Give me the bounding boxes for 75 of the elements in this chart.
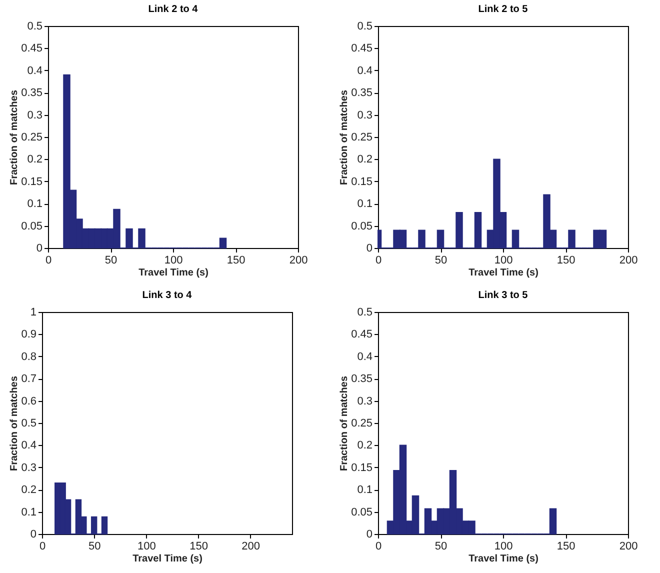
x-tick-label: 200 — [619, 254, 638, 266]
x-tick-label: 0 — [375, 254, 382, 266]
chart-title: Link 3 to 5 — [478, 290, 528, 301]
y-tick-label: 0 — [36, 242, 42, 254]
y-tick-label: 0.1 — [357, 198, 372, 210]
x-axis-title: Travel Time (s) — [138, 268, 208, 278]
y-tick-label: 0.4 — [21, 440, 36, 452]
chart-title: Link 2 to 4 — [148, 4, 198, 15]
y-tick-label: 0.3 — [27, 109, 42, 122]
x-tick-label: 200 — [619, 540, 638, 552]
x-tick-label: 200 — [242, 540, 260, 552]
x-tick-label: 0 — [45, 254, 52, 266]
y-tick-label: 0.35 — [21, 87, 42, 100]
y-tick-label: 0.2 — [357, 440, 372, 452]
y-tick-label: 0.8 — [21, 350, 36, 363]
y-tick-label: 0 — [366, 528, 372, 540]
y-tick-label: 0.35 — [351, 87, 372, 100]
y-tick-label: 0.05 — [351, 506, 372, 518]
y-axis-title: Fraction of matches — [339, 90, 350, 186]
y-tick-label: 0.4 — [27, 64, 42, 77]
y-tick-label: 0.15 — [21, 176, 42, 188]
y-axis-title: Fraction of matches — [9, 90, 20, 186]
y-tick-label: 0 — [30, 528, 36, 540]
y-tick-label: 0.15 — [351, 176, 372, 188]
y-tick-label: 0.25 — [351, 418, 372, 430]
x-axis-title: Travel Time (s) — [468, 554, 538, 564]
y-tick-label: 0.1 — [27, 198, 42, 210]
y-tick-label: 0.3 — [357, 395, 372, 408]
x-tick-label: 150 — [556, 254, 576, 266]
y-tick-label: 0.2 — [357, 154, 372, 166]
y-tick-label: 0.2 — [27, 154, 42, 166]
y-tick-label: 0.25 — [21, 132, 42, 144]
x-tick-label: 150 — [226, 254, 246, 266]
y-tick-label: 0.05 — [351, 220, 372, 232]
y-tick-label: 0.3 — [357, 109, 372, 122]
x-tick-label: 150 — [556, 540, 576, 552]
y-tick-label: 1 — [30, 306, 36, 318]
y-tick-label: 0.45 — [21, 42, 42, 55]
x-tick-label: 150 — [190, 540, 208, 552]
x-axis-title: Travel Time (s) — [468, 268, 538, 278]
y-tick-label: 0.25 — [351, 132, 372, 144]
x-tick-label: 100 — [494, 540, 513, 552]
y-tick-label: 0.2 — [21, 484, 36, 496]
y-tick-label: 0.45 — [351, 328, 372, 341]
x-tick-label: 100 — [164, 254, 183, 266]
x-tick-label: 200 — [289, 254, 308, 266]
chart-title: Link 2 to 5 — [478, 4, 528, 15]
chart-title: Link 3 to 4 — [142, 290, 192, 301]
x-tick-label: 50 — [434, 540, 448, 552]
x-tick-label: 50 — [434, 254, 448, 266]
y-tick-label: 0.9 — [21, 328, 36, 341]
y-tick-label: 0.3 — [21, 462, 36, 474]
y-tick-label: 0.1 — [357, 484, 372, 496]
x-tick-label: 50 — [104, 254, 118, 266]
y-tick-label: 0.15 — [351, 462, 372, 474]
x-tick-label: 50 — [88, 540, 101, 552]
y-tick-label: 0.5 — [21, 418, 36, 430]
y-tick-label: 0.5 — [357, 306, 372, 318]
y-tick-label: 0.1 — [21, 506, 36, 518]
y-tick-label: 0.35 — [351, 373, 372, 386]
x-tick-label: 100 — [494, 254, 513, 266]
x-tick-label: 100 — [137, 540, 156, 552]
y-tick-label: 0.4 — [357, 64, 372, 77]
y-tick-label: 0.7 — [21, 373, 36, 386]
y-tick-label: 0.6 — [21, 395, 36, 408]
y-axis-title: Fraction of matches — [339, 376, 350, 472]
y-tick-label: 0.05 — [21, 220, 42, 232]
x-tick-label: 0 — [375, 540, 382, 552]
y-tick-label: 0 — [366, 242, 372, 254]
y-tick-label: 0.4 — [357, 350, 372, 363]
y-tick-label: 0.45 — [351, 42, 372, 55]
x-axis-title: Travel Time (s) — [132, 554, 202, 564]
y-tick-label: 0.5 — [357, 20, 372, 32]
y-tick-label: 0.5 — [27, 20, 42, 32]
y-axis-title: Fraction of matches — [9, 376, 20, 472]
